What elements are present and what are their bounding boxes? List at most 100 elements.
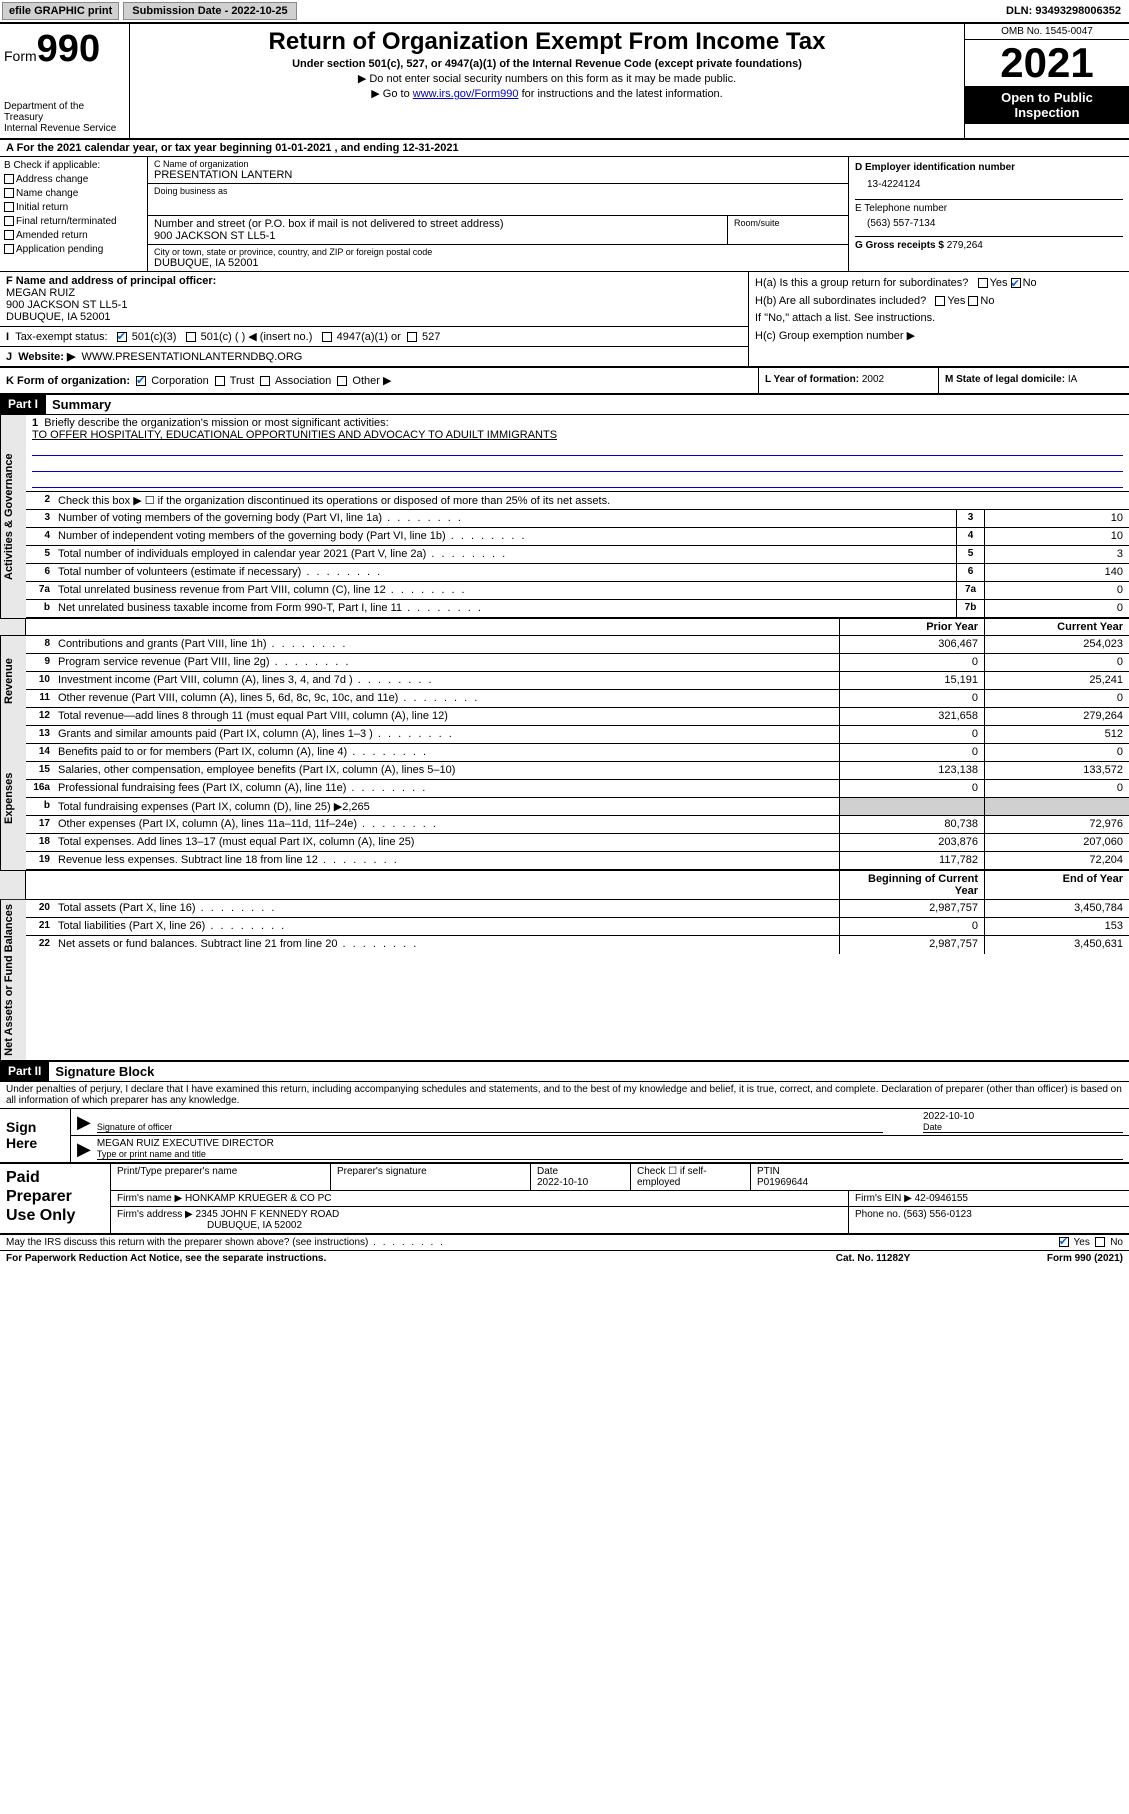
- lbl-discuss-yes: Yes: [1074, 1237, 1090, 1248]
- chk-hb-yes[interactable]: [935, 296, 945, 306]
- city-label: City or town, state or province, country…: [154, 247, 842, 257]
- chk-app-pending[interactable]: [4, 244, 14, 254]
- lbl-hb-yes: Yes: [947, 295, 965, 307]
- lbl-amended: Amended return: [16, 230, 88, 241]
- omb-number: OMB No. 1545-0047: [965, 24, 1129, 40]
- lbl-trust: Trust: [230, 375, 255, 387]
- line17-curr: 72,976: [984, 816, 1129, 833]
- line7a-box: 7a: [956, 582, 984, 599]
- line14-prior: 0: [839, 744, 984, 761]
- efile-print-button[interactable]: efile GRAPHIC print: [2, 2, 119, 20]
- firm-addr1-value: 2345 JOHN F KENNEDY ROAD: [196, 1209, 340, 1220]
- firm-ein-value: 42-0946155: [915, 1193, 968, 1204]
- dln-label: DLN: 93493298006352: [1006, 5, 1127, 17]
- line14-curr: 0: [984, 744, 1129, 761]
- hc-label: H(c) Group exemption number ▶: [755, 328, 1123, 346]
- form-org-label: K Form of organization:: [6, 375, 130, 387]
- chk-4947[interactable]: [322, 332, 332, 342]
- chk-other[interactable]: [337, 376, 347, 386]
- part1-netassets: Net Assets or Fund Balances 20Total asse…: [0, 900, 1129, 1062]
- discuss-text: May the IRS discuss this return with the…: [6, 1237, 1059, 1248]
- col-m-state: M State of legal domicile: IA: [939, 368, 1129, 393]
- org-name-label: C Name of organization: [154, 159, 842, 169]
- lbl-501c3: 501(c)(3): [132, 331, 177, 343]
- chk-corp[interactable]: [136, 376, 146, 386]
- part1-revenue: Revenue 8Contributions and grants (Part …: [0, 636, 1129, 726]
- current-year-header: Current Year: [984, 619, 1129, 635]
- chk-name-change[interactable]: [4, 188, 14, 198]
- line22-desc: Net assets or fund balances. Subtract li…: [54, 936, 839, 954]
- firm-phone-label: Phone no.: [855, 1209, 901, 1220]
- chk-ha-yes[interactable]: [978, 278, 988, 288]
- line19-prior: 117,782: [839, 852, 984, 869]
- chk-527[interactable]: [407, 332, 417, 342]
- officer-addr1: 900 JACKSON ST LL5-1: [6, 299, 742, 311]
- year-cell: OMB No. 1545-0047 2021 Open to Public In…: [964, 24, 1129, 138]
- prep-date-value: 2022-10-10: [537, 1177, 588, 1188]
- submission-date-button[interactable]: Submission Date - 2022-10-25: [123, 2, 296, 20]
- chk-501c[interactable]: [186, 332, 196, 342]
- officer-name-title: MEGAN RUIZ EXECUTIVE DIRECTOR: [97, 1138, 1123, 1149]
- chk-501c3[interactable]: [117, 332, 127, 342]
- irs-link[interactable]: www.irs.gov/Form990: [413, 88, 519, 100]
- lbl-assoc: Association: [275, 375, 331, 387]
- website-note: ▶ Go to www.irs.gov/Form990 for instruct…: [138, 87, 956, 100]
- gross-value: 279,264: [947, 240, 983, 251]
- line8-curr: 254,023: [984, 636, 1129, 653]
- line10-curr: 25,241: [984, 672, 1129, 689]
- chk-amended[interactable]: [4, 230, 14, 240]
- line5-desc: Total number of individuals employed in …: [54, 546, 956, 563]
- col-k-form-org: K Form of organization: Corporation Trus…: [0, 368, 759, 393]
- block-bcd: B Check if applicable: Address change Na…: [0, 157, 1129, 272]
- line18-prior: 203,876: [839, 834, 984, 851]
- title-cell: Return of Organization Exempt From Incom…: [130, 24, 964, 138]
- vert-label-revenue: Revenue: [0, 636, 26, 726]
- chk-hb-no[interactable]: [968, 296, 978, 306]
- prep-date-label: Date: [537, 1166, 558, 1177]
- form-ref: Form 990 (2021): [973, 1253, 1123, 1264]
- chk-discuss-yes[interactable]: [1059, 1237, 1069, 1247]
- prep-sig-label: Preparer's signature: [331, 1164, 531, 1190]
- line11-prior: 0: [839, 690, 984, 707]
- phone-label: E Telephone number: [855, 203, 1123, 214]
- arrow-icon: ▶: [77, 1139, 91, 1160]
- line6-desc: Total number of volunteers (estimate if …: [54, 564, 956, 581]
- vert-label-governance: Activities & Governance: [0, 415, 26, 618]
- col-l-year: L Year of formation: 2002: [759, 368, 939, 393]
- prior-year-header: Prior Year: [839, 619, 984, 635]
- chk-initial-return[interactable]: [4, 202, 14, 212]
- chk-trust[interactable]: [215, 376, 225, 386]
- open-public-badge: Open to Public Inspection: [965, 86, 1129, 124]
- row-f-officer: F Name and address of principal officer:…: [0, 272, 748, 327]
- line12-prior: 321,658: [839, 708, 984, 725]
- chk-address-change[interactable]: [4, 174, 14, 184]
- line7b-val: 0: [984, 600, 1129, 617]
- irs-label: Internal Revenue Service: [4, 123, 125, 134]
- hb-note: If "No," attach a list. See instructions…: [755, 310, 1123, 328]
- line13-curr: 512: [984, 726, 1129, 743]
- line11-desc: Other revenue (Part VIII, column (A), li…: [54, 690, 839, 707]
- beg-year-header: Beginning of Current Year: [839, 871, 984, 899]
- chk-assoc[interactable]: [260, 376, 270, 386]
- lbl-4947: 4947(a)(1) or: [337, 331, 401, 343]
- tax-year: 2021: [965, 40, 1129, 86]
- line6-box: 6: [956, 564, 984, 581]
- chk-final-return[interactable]: [4, 216, 14, 226]
- lbl-name-change: Name change: [16, 188, 78, 199]
- form-title: Return of Organization Exempt From Incom…: [138, 28, 956, 56]
- footer-last-row: For Paperwork Reduction Act Notice, see …: [0, 1251, 1129, 1266]
- col-c-org-info: C Name of organization PRESENTATION LANT…: [148, 157, 849, 271]
- line18-curr: 207,060: [984, 834, 1129, 851]
- row-j-website: J Website: ▶ WWW.PRESENTATIONLANTERNDBQ.…: [0, 347, 748, 366]
- phone-value: (563) 557-7134: [855, 214, 1123, 233]
- firm-ein-label: Firm's EIN ▶: [855, 1193, 912, 1204]
- chk-discuss-no[interactable]: [1095, 1237, 1105, 1247]
- line12-desc: Total revenue—add lines 8 through 11 (mu…: [54, 708, 839, 725]
- chk-ha-no[interactable]: [1011, 278, 1021, 288]
- addr-label: Number and street (or P.O. box if mail i…: [154, 218, 721, 230]
- line22-curr: 3,450,631: [984, 936, 1129, 954]
- sig-officer-label: Signature of officer: [97, 1122, 883, 1132]
- gross-label: G Gross receipts $: [855, 240, 944, 251]
- line11-curr: 0: [984, 690, 1129, 707]
- website-label: Website: ▶: [18, 351, 75, 363]
